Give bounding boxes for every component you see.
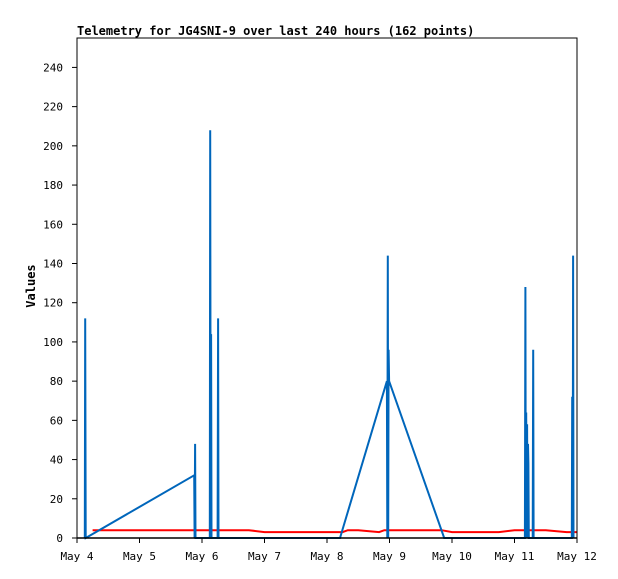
x-axis-ticks: May 4 May 5 May 6 May 7 May 8 May 9 May 10 May … xyxy=(60,538,597,563)
x-tick-label: May 6 xyxy=(185,550,218,563)
y-tick-label: 80 xyxy=(50,375,63,388)
series-layer xyxy=(83,130,577,540)
y-tick-label: 100 xyxy=(43,336,63,349)
y-tick-label: 60 xyxy=(50,414,63,427)
x-tick-label: May 7 xyxy=(248,550,281,563)
x-tick-label: May 10 xyxy=(432,550,472,563)
x-tick-label: May 5 xyxy=(123,550,156,563)
y-tick-label: 40 xyxy=(50,454,63,467)
x-tick-label: May 11 xyxy=(495,550,535,563)
x-tick-label: May 8 xyxy=(310,550,343,563)
y-tick-label: 160 xyxy=(43,218,63,231)
y-tick-label: 120 xyxy=(43,297,63,310)
chart-title: Telemetry for JG4SNI-9 over last 240 hou… xyxy=(77,24,474,38)
series-line-1 xyxy=(92,529,577,534)
y-tick-label: 200 xyxy=(43,140,63,153)
x-tick-label: May 9 xyxy=(373,550,406,563)
y-tick-label: 240 xyxy=(43,61,63,74)
y-axis-label: Values xyxy=(24,264,38,307)
y-tick-label: 0 xyxy=(56,532,63,545)
x-tick-label: May 12 xyxy=(557,550,597,563)
y-tick-label: 180 xyxy=(43,179,63,192)
plot-frame xyxy=(76,37,578,539)
x-tick-label: May 4 xyxy=(60,550,93,563)
y-tick-label: 220 xyxy=(43,101,63,114)
y-tick-label: 140 xyxy=(43,257,63,270)
series-line-2 xyxy=(83,130,575,540)
y-axis-ticks: 0 20 40 60 80 100 120 140 160 180 200 220 240 xyxy=(43,61,77,545)
y-tick-label: 20 xyxy=(50,493,63,506)
